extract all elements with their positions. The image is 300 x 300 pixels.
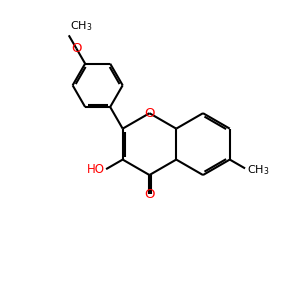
Text: HO: HO <box>87 163 105 176</box>
Text: CH$_3$: CH$_3$ <box>247 163 269 177</box>
Text: O: O <box>144 188 155 201</box>
Text: O: O <box>71 42 82 55</box>
Text: O: O <box>144 107 155 120</box>
Text: CH$_3$: CH$_3$ <box>70 20 93 33</box>
